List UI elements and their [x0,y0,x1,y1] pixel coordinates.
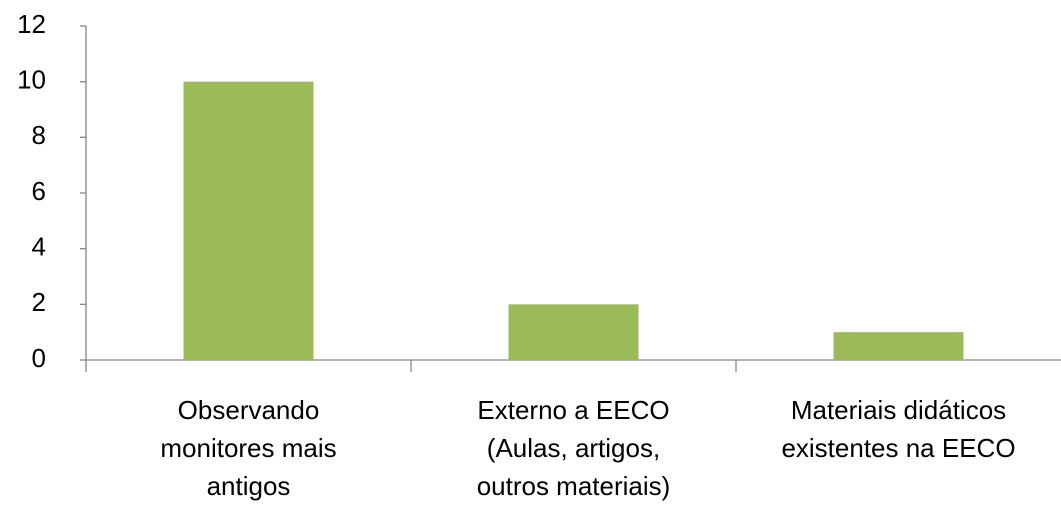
x-tick-label: Externo a EECO (Aulas, artigos, outros mat… [477,395,671,501]
y-tick-label: 0 [32,343,46,373]
y-tick-label: 6 [32,176,46,206]
y-tick-label: 12 [17,9,46,39]
y-tick-label: 4 [32,232,46,262]
bar [833,332,964,360]
y-tick-label: 8 [32,120,46,150]
bar [183,81,314,361]
x-tick-label: Observando monitores mais antigos [160,395,336,501]
x-tick-label: Materiais didáticos existentes na EECO [781,395,1015,463]
y-tick-label: 2 [32,287,46,317]
y-tick-label: 10 [17,65,46,95]
bar [508,304,639,360]
